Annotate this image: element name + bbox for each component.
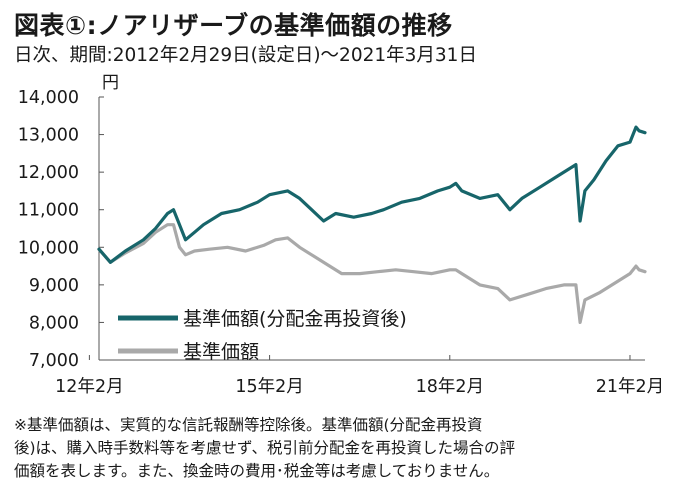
legend-label: 基準価額 xyxy=(183,341,259,363)
footnote-line-2: 後)は、購入時手数料等を考慮せず、税引前分配金を再投資した場合の評 xyxy=(14,439,515,457)
footnote-line-3: 価額を表します。また、換金時の費用･税金等は考慮しておりません。 xyxy=(14,462,500,480)
y-tick-label: 8,000 xyxy=(29,313,79,333)
series-layer xyxy=(97,125,647,324)
x-tick-label: 21年2月 xyxy=(596,377,664,397)
y-tick-label: 7,000 xyxy=(29,351,79,371)
legend: 基準価額(分配金再投資後) 基準価額 xyxy=(118,308,407,363)
legend-label: 基準価額(分配金再投資後) xyxy=(183,308,407,330)
x-tick-label: 18年2月 xyxy=(416,377,484,397)
footnote: ※基準価額は、実質的な信託報酬等控除後。基準価額(分配金再投資 後)は、購入時手… xyxy=(14,414,690,483)
y-tick-label: 11,000 xyxy=(18,201,79,221)
y-tick-label: 13,000 xyxy=(18,126,79,146)
legend-item-nav: 基準価額 xyxy=(118,341,259,363)
x-tick-label: 12年2月 xyxy=(55,377,123,397)
footnote-line-1: ※基準価額は、実質的な信託報酬等控除後。基準価額(分配金再投資 xyxy=(14,416,483,434)
x-axis: 12年2月 15年2月 18年2月 21年2月 xyxy=(55,355,664,397)
series-line-reinvested xyxy=(97,125,647,264)
y-axis-unit: 円 xyxy=(102,73,119,93)
y-tick-label: 14,000 xyxy=(18,88,79,108)
x-tick-label: 15年2月 xyxy=(235,377,303,397)
legend-item-reinvested: 基準価額(分配金再投資後) xyxy=(118,308,407,330)
y-tick-label: 12,000 xyxy=(18,163,79,183)
chart-title: 図表①:ノアリザーブの基準価額の推移 xyxy=(14,11,453,40)
y-tick-label: 9,000 xyxy=(29,276,79,296)
chart-subtitle: 日次、期間:2012年2月29日(設定日)～2021年3月31日 xyxy=(14,45,477,66)
y-tick-label: 10,000 xyxy=(18,238,79,258)
y-axis: 7,000 8,000 9,000 10,000 11,000 12,000 13,000 1… xyxy=(18,88,104,371)
series-line-nav xyxy=(97,223,647,324)
